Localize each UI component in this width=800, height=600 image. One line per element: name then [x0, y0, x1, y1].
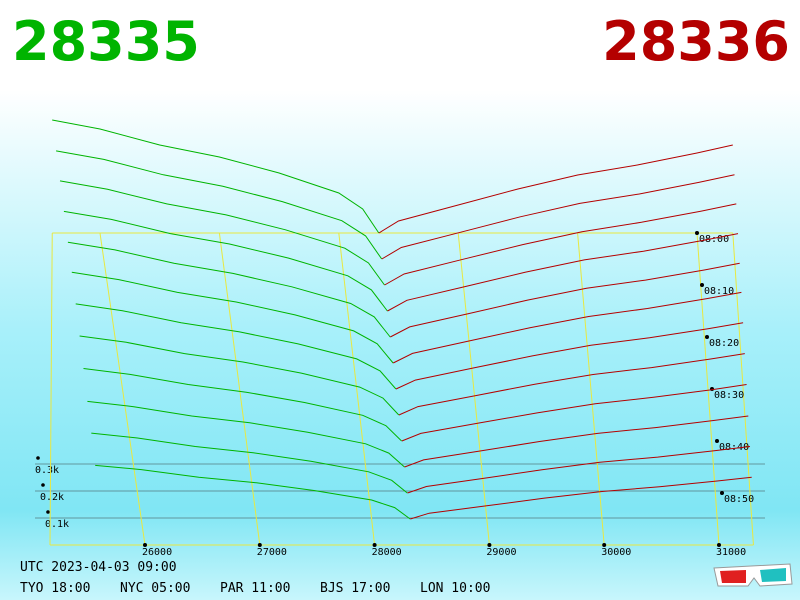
price-tick-label: 26000	[142, 547, 172, 558]
bid-depth-line	[63, 210, 388, 312]
price-tick-label: 28000	[372, 547, 402, 558]
plot-area: 0.1k 0.2k 0.3k 26000 27000 28000 29000 30000 310…	[35, 119, 765, 558]
ask-depth-line	[387, 233, 739, 312]
time-tick-label: 08:30	[714, 390, 744, 401]
ask-depth-line	[407, 446, 751, 494]
price-tick	[372, 543, 377, 547]
time-tick-label: 08:00	[699, 234, 729, 245]
bid-depth-line	[95, 464, 411, 520]
time-tick-label: 08:40	[719, 442, 749, 453]
bid-depth-line	[71, 271, 394, 364]
bid-depth-line	[52, 119, 380, 234]
bid-depth-line	[75, 303, 397, 390]
world-clocks: TYO 18:00 NYC 05:00 PAR 11:00 BJS 17:00 LON …	[20, 581, 490, 596]
price-tick	[717, 543, 721, 547]
price-grid-line	[457, 232, 490, 546]
city-clock: BJS 17:00	[320, 581, 390, 596]
price-tick	[487, 543, 492, 547]
time-tick	[705, 335, 709, 339]
depth-tick-label: 0.3k	[35, 465, 59, 476]
price-grid-line	[577, 232, 605, 546]
depth-tick-label: 0.1k	[45, 519, 69, 530]
time-tick	[715, 439, 719, 443]
left-edge	[49, 232, 53, 546]
bid-depth-line	[91, 432, 408, 494]
ask-depth-line	[404, 415, 749, 468]
ask-depth-line	[410, 476, 752, 520]
price-tick-label: 31000	[716, 547, 746, 558]
time-tick-label: 08:20	[709, 338, 739, 349]
ask-depth-line	[378, 144, 733, 234]
ask-depth-line	[398, 353, 745, 416]
3d-glasses-icon	[713, 563, 793, 587]
price-tick	[602, 543, 607, 547]
bid-depth-line	[59, 180, 385, 286]
price-grid-line	[338, 232, 376, 546]
price-tick-label: 27000	[257, 547, 287, 558]
bid-depth-line	[87, 400, 405, 468]
time-tick-label: 08:10	[704, 286, 734, 297]
time-tick	[720, 491, 724, 495]
price-grid-line	[99, 232, 146, 546]
ask-depth-line	[390, 262, 740, 338]
bid-depth-line	[79, 335, 400, 416]
ask-depth-line	[395, 322, 744, 390]
price-grid-line	[218, 232, 261, 546]
best-bid: 28335	[12, 10, 200, 73]
city-clock: NYC 05:00	[120, 581, 190, 596]
depth-tick	[41, 483, 45, 487]
depth-tick	[46, 510, 50, 514]
bid-depth-line	[67, 241, 391, 338]
depth-tick-label: 0.2k	[40, 492, 64, 503]
city-clock: TYO 18:00	[20, 581, 90, 596]
time-tick	[700, 283, 704, 287]
best-ask: 28336	[602, 10, 790, 73]
ask-depth-line	[384, 203, 737, 286]
time-tick-label: 08:50	[724, 494, 754, 505]
city-clock: LON 10:00	[420, 581, 490, 596]
price-tick-label: 29000	[486, 547, 516, 558]
time-tick	[695, 231, 699, 235]
depth-tick	[36, 456, 40, 460]
ask-depth-line	[381, 174, 735, 260]
bid-depth-line	[83, 368, 402, 442]
price-tick	[257, 543, 262, 547]
price-tick	[143, 543, 147, 547]
utc-clock: UTC 2023-04-03 09:00	[20, 560, 177, 575]
city-clock: PAR 11:00	[220, 581, 290, 596]
ask-depth-line	[392, 291, 742, 364]
ask-depth-line	[401, 384, 747, 442]
bid-depth-line	[56, 150, 383, 260]
price-tick-label: 30000	[601, 547, 631, 558]
right-edge	[732, 232, 754, 546]
